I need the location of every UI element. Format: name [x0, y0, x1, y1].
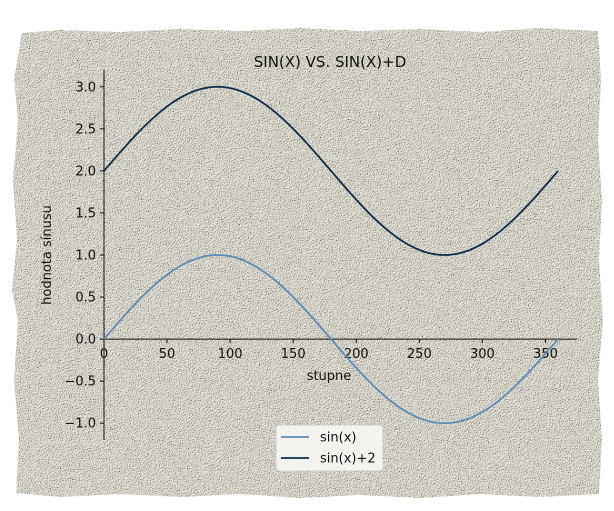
y-tick-label: 2.0	[75, 164, 96, 179]
x-tick-label: 50	[159, 347, 176, 362]
x-axis-label: stupne	[307, 369, 352, 384]
paper-sheet	[12, 28, 603, 498]
x-tick-label: 150	[281, 347, 306, 362]
legend: sin(x) sin(x)+2	[275, 424, 384, 472]
legend-label-2: sin(x)+2	[320, 452, 376, 467]
x-tick-label: 0	[100, 347, 108, 362]
series-line-2	[103, 85, 559, 256]
y-tick-label: 1.0	[75, 249, 96, 264]
x-tick-label: 100	[218, 347, 243, 362]
series-line-1	[103, 254, 559, 425]
series-layer	[103, 85, 559, 425]
x-tick-label: 250	[407, 347, 432, 362]
y-tick-label: −0.5	[64, 375, 96, 390]
y-tick-label: 2.5	[75, 122, 96, 137]
axes: 0 50 100 150 200 250 300 350−1.0−0.50.00.51.01.…	[64, 70, 577, 440]
y-tick-label: −1.0	[64, 417, 96, 432]
legend-label-1: sin(x)	[320, 431, 356, 446]
y-axis-label: hodnota sínusu	[40, 205, 55, 305]
x-tick-label: 200	[344, 347, 369, 362]
y-tick-label: 1.5	[75, 206, 96, 221]
paper-background	[12, 28, 603, 498]
y-tick-label: 0.5	[75, 291, 96, 306]
x-tick-label: 300	[470, 347, 495, 362]
chart-title: SIN(X) VS. SIN(X)+D	[254, 53, 407, 71]
y-tick-label: 0.0	[75, 333, 96, 348]
y-tick-label: 3.0	[75, 80, 96, 95]
